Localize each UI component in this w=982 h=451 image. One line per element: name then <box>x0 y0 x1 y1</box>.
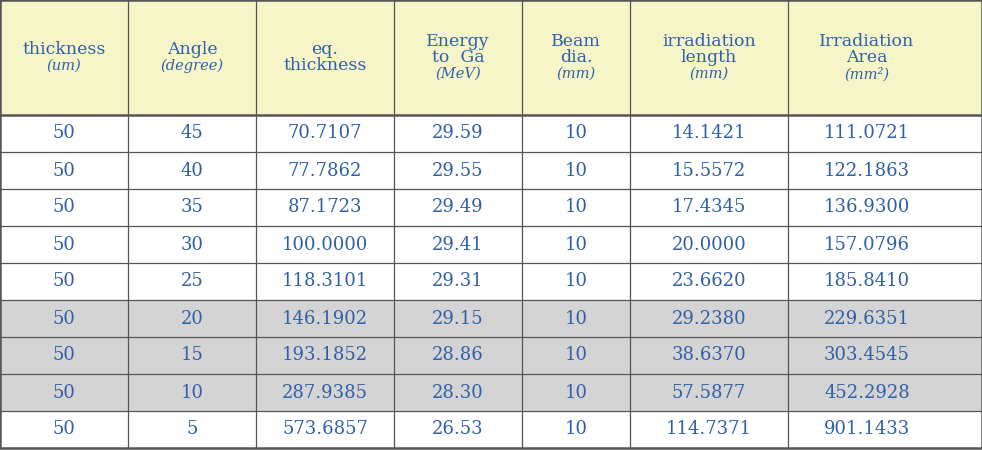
Text: (MeV): (MeV) <box>435 67 481 81</box>
Bar <box>0 411 982 448</box>
Text: (mm): (mm) <box>689 67 729 81</box>
Text: 29.49: 29.49 <box>432 198 484 216</box>
Bar <box>0 189 982 226</box>
Text: irradiation: irradiation <box>662 32 756 50</box>
Bar <box>0 374 982 411</box>
Bar <box>0 226 982 263</box>
Text: 122.1863: 122.1863 <box>824 161 910 179</box>
Text: 114.7371: 114.7371 <box>666 420 752 438</box>
Text: 29.15: 29.15 <box>432 309 484 327</box>
Text: (um): (um) <box>46 59 82 73</box>
Text: 38.6370: 38.6370 <box>672 346 746 364</box>
Text: 57.5877: 57.5877 <box>672 383 746 401</box>
Text: 573.6857: 573.6857 <box>282 420 368 438</box>
Text: 157.0796: 157.0796 <box>824 235 910 253</box>
Text: 28.30: 28.30 <box>432 383 484 401</box>
Text: 5: 5 <box>187 420 197 438</box>
Text: 26.53: 26.53 <box>432 420 484 438</box>
Text: (mm): (mm) <box>557 67 596 81</box>
Text: 10: 10 <box>565 198 587 216</box>
Text: 29.55: 29.55 <box>432 161 484 179</box>
Text: (mm²): (mm²) <box>845 67 890 81</box>
Text: 229.6351: 229.6351 <box>824 309 910 327</box>
Bar <box>0 337 982 374</box>
Text: Beam: Beam <box>551 32 601 50</box>
Text: 10: 10 <box>565 309 587 327</box>
Text: 29.59: 29.59 <box>432 124 484 143</box>
Text: 10: 10 <box>565 272 587 290</box>
Text: 452.2928: 452.2928 <box>824 383 910 401</box>
Text: 30: 30 <box>181 235 203 253</box>
Text: length: length <box>681 49 737 66</box>
Text: 146.1902: 146.1902 <box>282 309 368 327</box>
Bar <box>0 152 982 189</box>
Text: 50: 50 <box>53 198 76 216</box>
Text: 50: 50 <box>53 235 76 253</box>
Text: 29.2380: 29.2380 <box>672 309 746 327</box>
Text: 10: 10 <box>565 161 587 179</box>
Text: 10: 10 <box>565 346 587 364</box>
Text: 50: 50 <box>53 383 76 401</box>
Text: 50: 50 <box>53 272 76 290</box>
Text: 25: 25 <box>181 272 203 290</box>
Text: 50: 50 <box>53 346 76 364</box>
Text: 193.1852: 193.1852 <box>282 346 368 364</box>
Text: Energy: Energy <box>426 32 490 50</box>
Text: thickness: thickness <box>284 57 366 74</box>
Text: 20: 20 <box>181 309 203 327</box>
Text: 10: 10 <box>181 383 203 401</box>
Text: 50: 50 <box>53 161 76 179</box>
Text: 28.86: 28.86 <box>432 346 484 364</box>
Text: 118.3101: 118.3101 <box>282 272 368 290</box>
Text: 10: 10 <box>565 383 587 401</box>
Text: 111.0721: 111.0721 <box>824 124 910 143</box>
Text: 185.8410: 185.8410 <box>824 272 910 290</box>
Text: 14.1421: 14.1421 <box>672 124 746 143</box>
Text: Irradiation: Irradiation <box>819 32 914 50</box>
Text: dia.: dia. <box>560 49 592 66</box>
Text: 29.31: 29.31 <box>432 272 484 290</box>
Text: 15.5572: 15.5572 <box>672 161 746 179</box>
Text: 100.0000: 100.0000 <box>282 235 368 253</box>
Text: 35: 35 <box>181 198 203 216</box>
Text: 10: 10 <box>565 124 587 143</box>
Text: 40: 40 <box>181 161 203 179</box>
Text: 287.9385: 287.9385 <box>282 383 368 401</box>
Text: 17.4345: 17.4345 <box>672 198 746 216</box>
Text: 50: 50 <box>53 124 76 143</box>
Text: 15: 15 <box>181 346 203 364</box>
Text: 29.41: 29.41 <box>432 235 484 253</box>
Text: 77.7862: 77.7862 <box>288 161 362 179</box>
Text: 136.9300: 136.9300 <box>824 198 910 216</box>
Text: 10: 10 <box>565 235 587 253</box>
Text: eq.: eq. <box>311 41 339 58</box>
Text: 10: 10 <box>565 420 587 438</box>
Text: 70.7107: 70.7107 <box>288 124 362 143</box>
Text: 45: 45 <box>181 124 203 143</box>
Text: 87.1723: 87.1723 <box>288 198 362 216</box>
Text: thickness: thickness <box>23 41 106 58</box>
Bar <box>0 300 982 337</box>
Text: Area: Area <box>846 49 888 66</box>
Text: 50: 50 <box>53 309 76 327</box>
Text: 20.0000: 20.0000 <box>672 235 746 253</box>
Text: 901.1433: 901.1433 <box>824 420 910 438</box>
Text: to  Ga: to Ga <box>432 49 484 66</box>
Bar <box>0 263 982 300</box>
Text: Angle: Angle <box>167 41 217 58</box>
Text: 303.4545: 303.4545 <box>824 346 910 364</box>
Text: 23.6620: 23.6620 <box>672 272 746 290</box>
Bar <box>0 0 982 115</box>
Bar <box>0 115 982 152</box>
Text: 50: 50 <box>53 420 76 438</box>
Text: (degree): (degree) <box>160 59 224 73</box>
